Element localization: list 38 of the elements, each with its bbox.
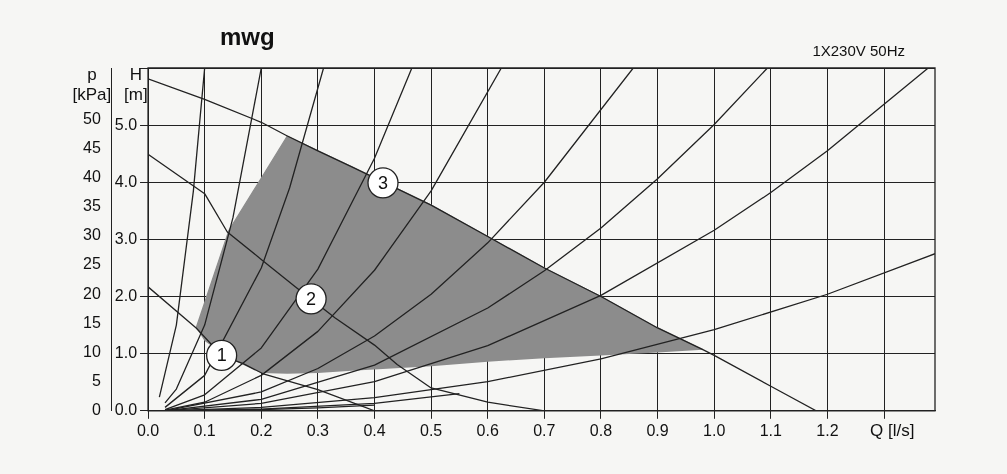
y2-tick-label: 50 xyxy=(83,109,101,127)
y-tick-label: 3.0 xyxy=(114,229,138,247)
x-tick-label: 0.5 xyxy=(419,421,443,439)
y-tick-label: 2.0 xyxy=(114,286,138,304)
annotation: 3 xyxy=(377,172,388,193)
annotation: 1 xyxy=(216,345,227,366)
y2-tick-label: 15 xyxy=(83,313,101,331)
y2-tick-label: 40 xyxy=(83,168,101,186)
x-tick-label: 0.0 xyxy=(136,421,160,439)
x-tick-label: 0.4 xyxy=(363,421,386,439)
y2-tick-label: 0 xyxy=(91,401,101,419)
x-tick-label: 0.8 xyxy=(589,421,613,439)
y-tick-label: 0.0 xyxy=(114,401,138,419)
x-axis-title: Q [l/s] xyxy=(870,421,915,441)
y2-tick-label: 20 xyxy=(83,284,101,302)
chart-subtitle: 1X230V 50Hz xyxy=(812,42,905,59)
x-tick-label: 0.1 xyxy=(193,421,216,439)
y2-tick-label: 45 xyxy=(83,138,101,156)
y-axis-title: H [m] xyxy=(124,65,148,104)
chart-title: mwg xyxy=(220,23,275,50)
x-tick-label: 0.6 xyxy=(476,421,499,439)
x-tick-label: 1.2 xyxy=(816,421,839,439)
y-tick-label: 5.0 xyxy=(114,115,138,133)
x-tick-label: 1.0 xyxy=(703,421,726,439)
y2-tick-label: 30 xyxy=(83,226,101,244)
x-tick-label: 0.2 xyxy=(250,421,273,439)
y2-tick-label: 35 xyxy=(83,197,101,215)
x-tick-label: 1.1 xyxy=(759,421,783,439)
y2-axis-title: p [kPa] xyxy=(72,65,112,104)
y2-tick-label: 5 xyxy=(91,372,101,390)
y2-tick-label: 25 xyxy=(83,255,101,273)
y-tick-label: 4.0 xyxy=(114,172,138,190)
x-tick-label: 0.3 xyxy=(306,421,330,439)
x-tick-label: 0.7 xyxy=(533,421,556,439)
y-tick-label: 1.0 xyxy=(114,344,138,362)
y2-tick-label: 10 xyxy=(83,342,101,360)
x-tick-label: 0.9 xyxy=(646,421,669,439)
annotation: 2 xyxy=(306,288,317,309)
